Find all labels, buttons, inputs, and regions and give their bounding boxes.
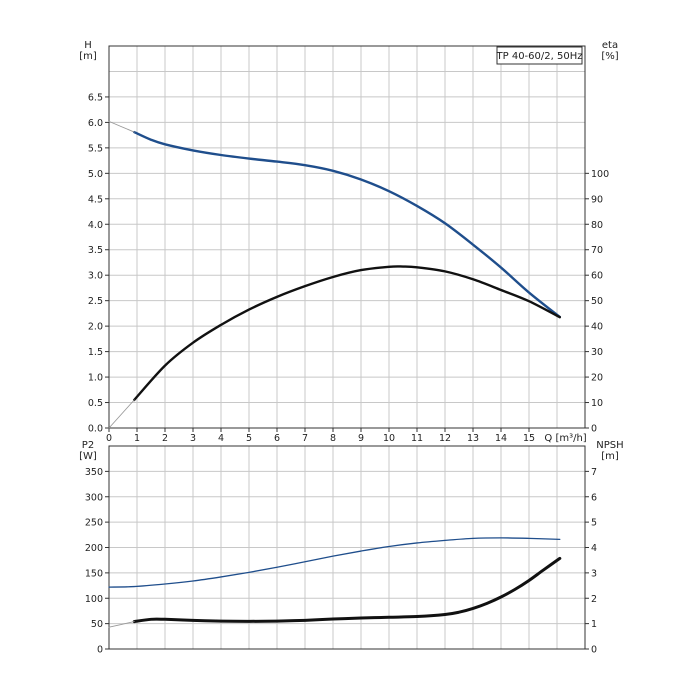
y-tick-label-right: 80	[591, 220, 603, 231]
x-axis-title: Q [m³/h]	[544, 433, 586, 444]
y-tick-label-left: 300	[85, 492, 103, 503]
x-tick-label: 13	[467, 433, 479, 444]
y-tick-label-right: 70	[591, 245, 603, 256]
y-tick-label-left: 6.5	[88, 92, 103, 103]
y-axis-unit-right: [%]	[601, 51, 618, 62]
x-tick-label: 15	[523, 433, 535, 444]
y-tick-label-right: 4	[591, 543, 597, 554]
extrapolated-curve	[108, 399, 135, 429]
y-axis-title-left: H	[84, 40, 92, 51]
y-tick-label-left: 150	[85, 568, 103, 579]
y-tick-label-left: 3.0	[88, 271, 103, 282]
extrapolated-curve	[108, 120, 135, 133]
x-tick-label: 10	[383, 433, 395, 444]
y-tick-label-left: 3.5	[88, 245, 103, 256]
y-axis-title-left: P2	[82, 440, 94, 451]
y-tick-label-left: 1.0	[88, 373, 103, 384]
y-tick-label-right: 10	[591, 398, 603, 409]
y-axis-unit-left: [m]	[79, 51, 97, 62]
y-tick-label-right: 40	[591, 322, 603, 333]
y-tick-label-right: 7	[591, 467, 597, 478]
x-tick-label: 12	[439, 433, 451, 444]
y-tick-label-left: 100	[85, 594, 103, 605]
y-tick-label-left: 5.0	[88, 169, 103, 180]
y-tick-label-right: 30	[591, 347, 603, 358]
y-axis-title-right: NPSH	[596, 440, 623, 451]
x-tick-label: 5	[246, 433, 252, 444]
x-tick-label: 4	[218, 433, 224, 444]
y-tick-label-left: 2.0	[88, 322, 103, 333]
x-tick-label: 3	[190, 433, 196, 444]
x-tick-label: 2	[162, 433, 168, 444]
y-tick-label-right: 50	[591, 296, 603, 307]
y-tick-label-right: 100	[591, 169, 609, 180]
y-tick-label-left: 0.5	[88, 398, 103, 409]
y-tick-label-left: 4.0	[88, 220, 103, 231]
y-axis-title-right: eta	[602, 40, 618, 51]
x-tick-label: 0	[106, 433, 112, 444]
y-tick-label-left: 0.0	[88, 424, 103, 435]
x-tick-label: 11	[411, 433, 423, 444]
x-tick-label: 14	[495, 433, 507, 444]
y-tick-label-left: 0	[97, 645, 103, 656]
y-axis-unit-left: [W]	[79, 451, 97, 462]
y-tick-label-right: 60	[591, 271, 603, 282]
y-tick-label-right: 1	[591, 619, 597, 630]
y-tick-label-right: 3	[591, 568, 597, 579]
extrapolated-curve	[108, 621, 135, 628]
y-tick-label-right: 0	[591, 645, 597, 656]
model-annotation-box	[496, 46, 583, 65]
npsh-curve	[132, 556, 562, 624]
y-tick-label-left: 5.5	[88, 143, 103, 154]
y-tick-label-left: 50	[91, 619, 103, 630]
power-curve	[108, 537, 561, 588]
head-curve	[133, 130, 561, 319]
y-tick-label-left: 1.5	[88, 347, 103, 358]
plot-frame	[108, 45, 586, 429]
model-annotation-label: TP 40-60/2, 50Hz	[496, 51, 583, 62]
y-tick-label-right: 5	[591, 518, 597, 529]
x-tick-label: 6	[274, 433, 280, 444]
y-tick-label-left: 350	[85, 467, 103, 478]
y-tick-label-right: 0	[591, 424, 597, 435]
y-tick-label-left: 4.5	[88, 194, 103, 205]
y-tick-label-left: 200	[85, 543, 103, 554]
y-tick-label-left: 6.0	[88, 118, 103, 129]
y-tick-label-left: 2.5	[88, 296, 103, 307]
x-tick-label: 8	[330, 433, 336, 444]
y-tick-label-right: 90	[591, 194, 603, 205]
efficiency-curve	[133, 265, 561, 402]
x-tick-label: 1	[134, 433, 140, 444]
y-tick-label-right: 20	[591, 373, 603, 384]
y-tick-label-left: 250	[85, 518, 103, 529]
x-tick-label: 9	[358, 433, 364, 444]
y-tick-label-right: 6	[591, 492, 597, 503]
y-tick-label-right: 2	[591, 594, 597, 605]
y-axis-unit-right: [m]	[601, 451, 619, 462]
x-tick-label: 7	[302, 433, 308, 444]
